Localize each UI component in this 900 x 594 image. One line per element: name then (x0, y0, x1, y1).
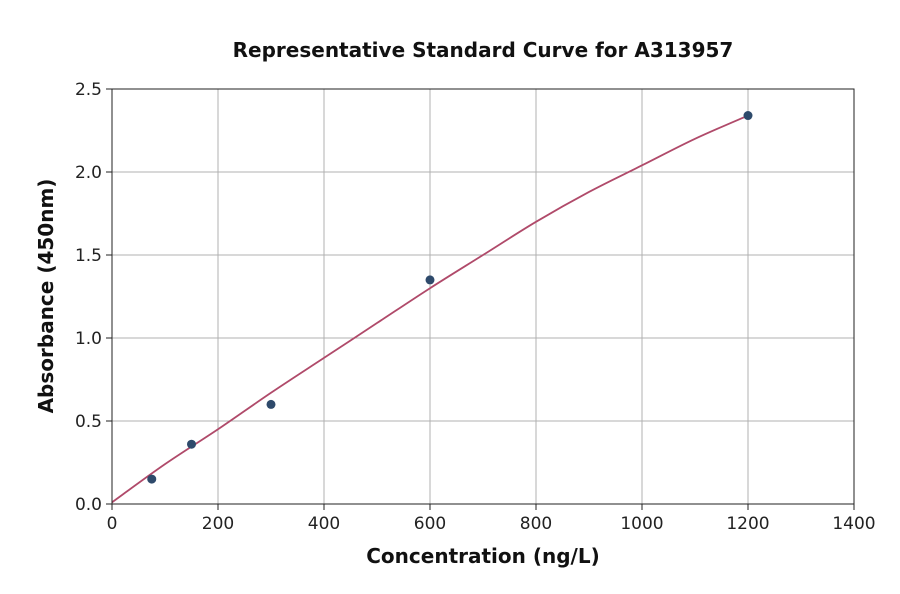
data-point (147, 474, 157, 484)
fit-curve-layer (111, 114, 749, 504)
y-tick-label: 0.0 (75, 495, 102, 515)
data-point (266, 399, 276, 409)
x-tick-label: 600 (414, 514, 446, 534)
x-tick-label: 0 (107, 514, 118, 534)
data-points-layer (147, 111, 753, 484)
data-point (187, 439, 196, 449)
data-point (425, 275, 435, 285)
y-tick-label: 1.0 (75, 329, 102, 349)
plot-frame (111, 88, 855, 505)
data-point (743, 111, 753, 121)
y-tick-label: 0.5 (75, 412, 102, 432)
y-tick-label: 1.5 (75, 246, 102, 266)
y-axis-label: Absorbance (450nm) (34, 179, 58, 414)
x-tick-label: 1000 (620, 514, 663, 534)
grid-lines (112, 89, 854, 504)
y-tick-label: 2.5 (75, 80, 102, 100)
x-tick-label: 800 (520, 514, 552, 534)
x-tick-label: 200 (202, 514, 234, 534)
fit-curve-line (111, 114, 749, 504)
x-tick-label: 1200 (726, 514, 769, 534)
axis-ticks: 0 200 400 600 800 1000 1200 1400 0.0 0.5 1.0 1.5 2.0… (75, 80, 876, 534)
x-tick-label: 1400 (832, 514, 875, 534)
x-axis-label: Concentration (ng/L) (366, 544, 599, 568)
chart-title: Representative Standard Curve for A31395… (233, 38, 734, 62)
x-tick-label: 400 (308, 514, 340, 534)
y-tick-label: 2.0 (75, 163, 102, 183)
